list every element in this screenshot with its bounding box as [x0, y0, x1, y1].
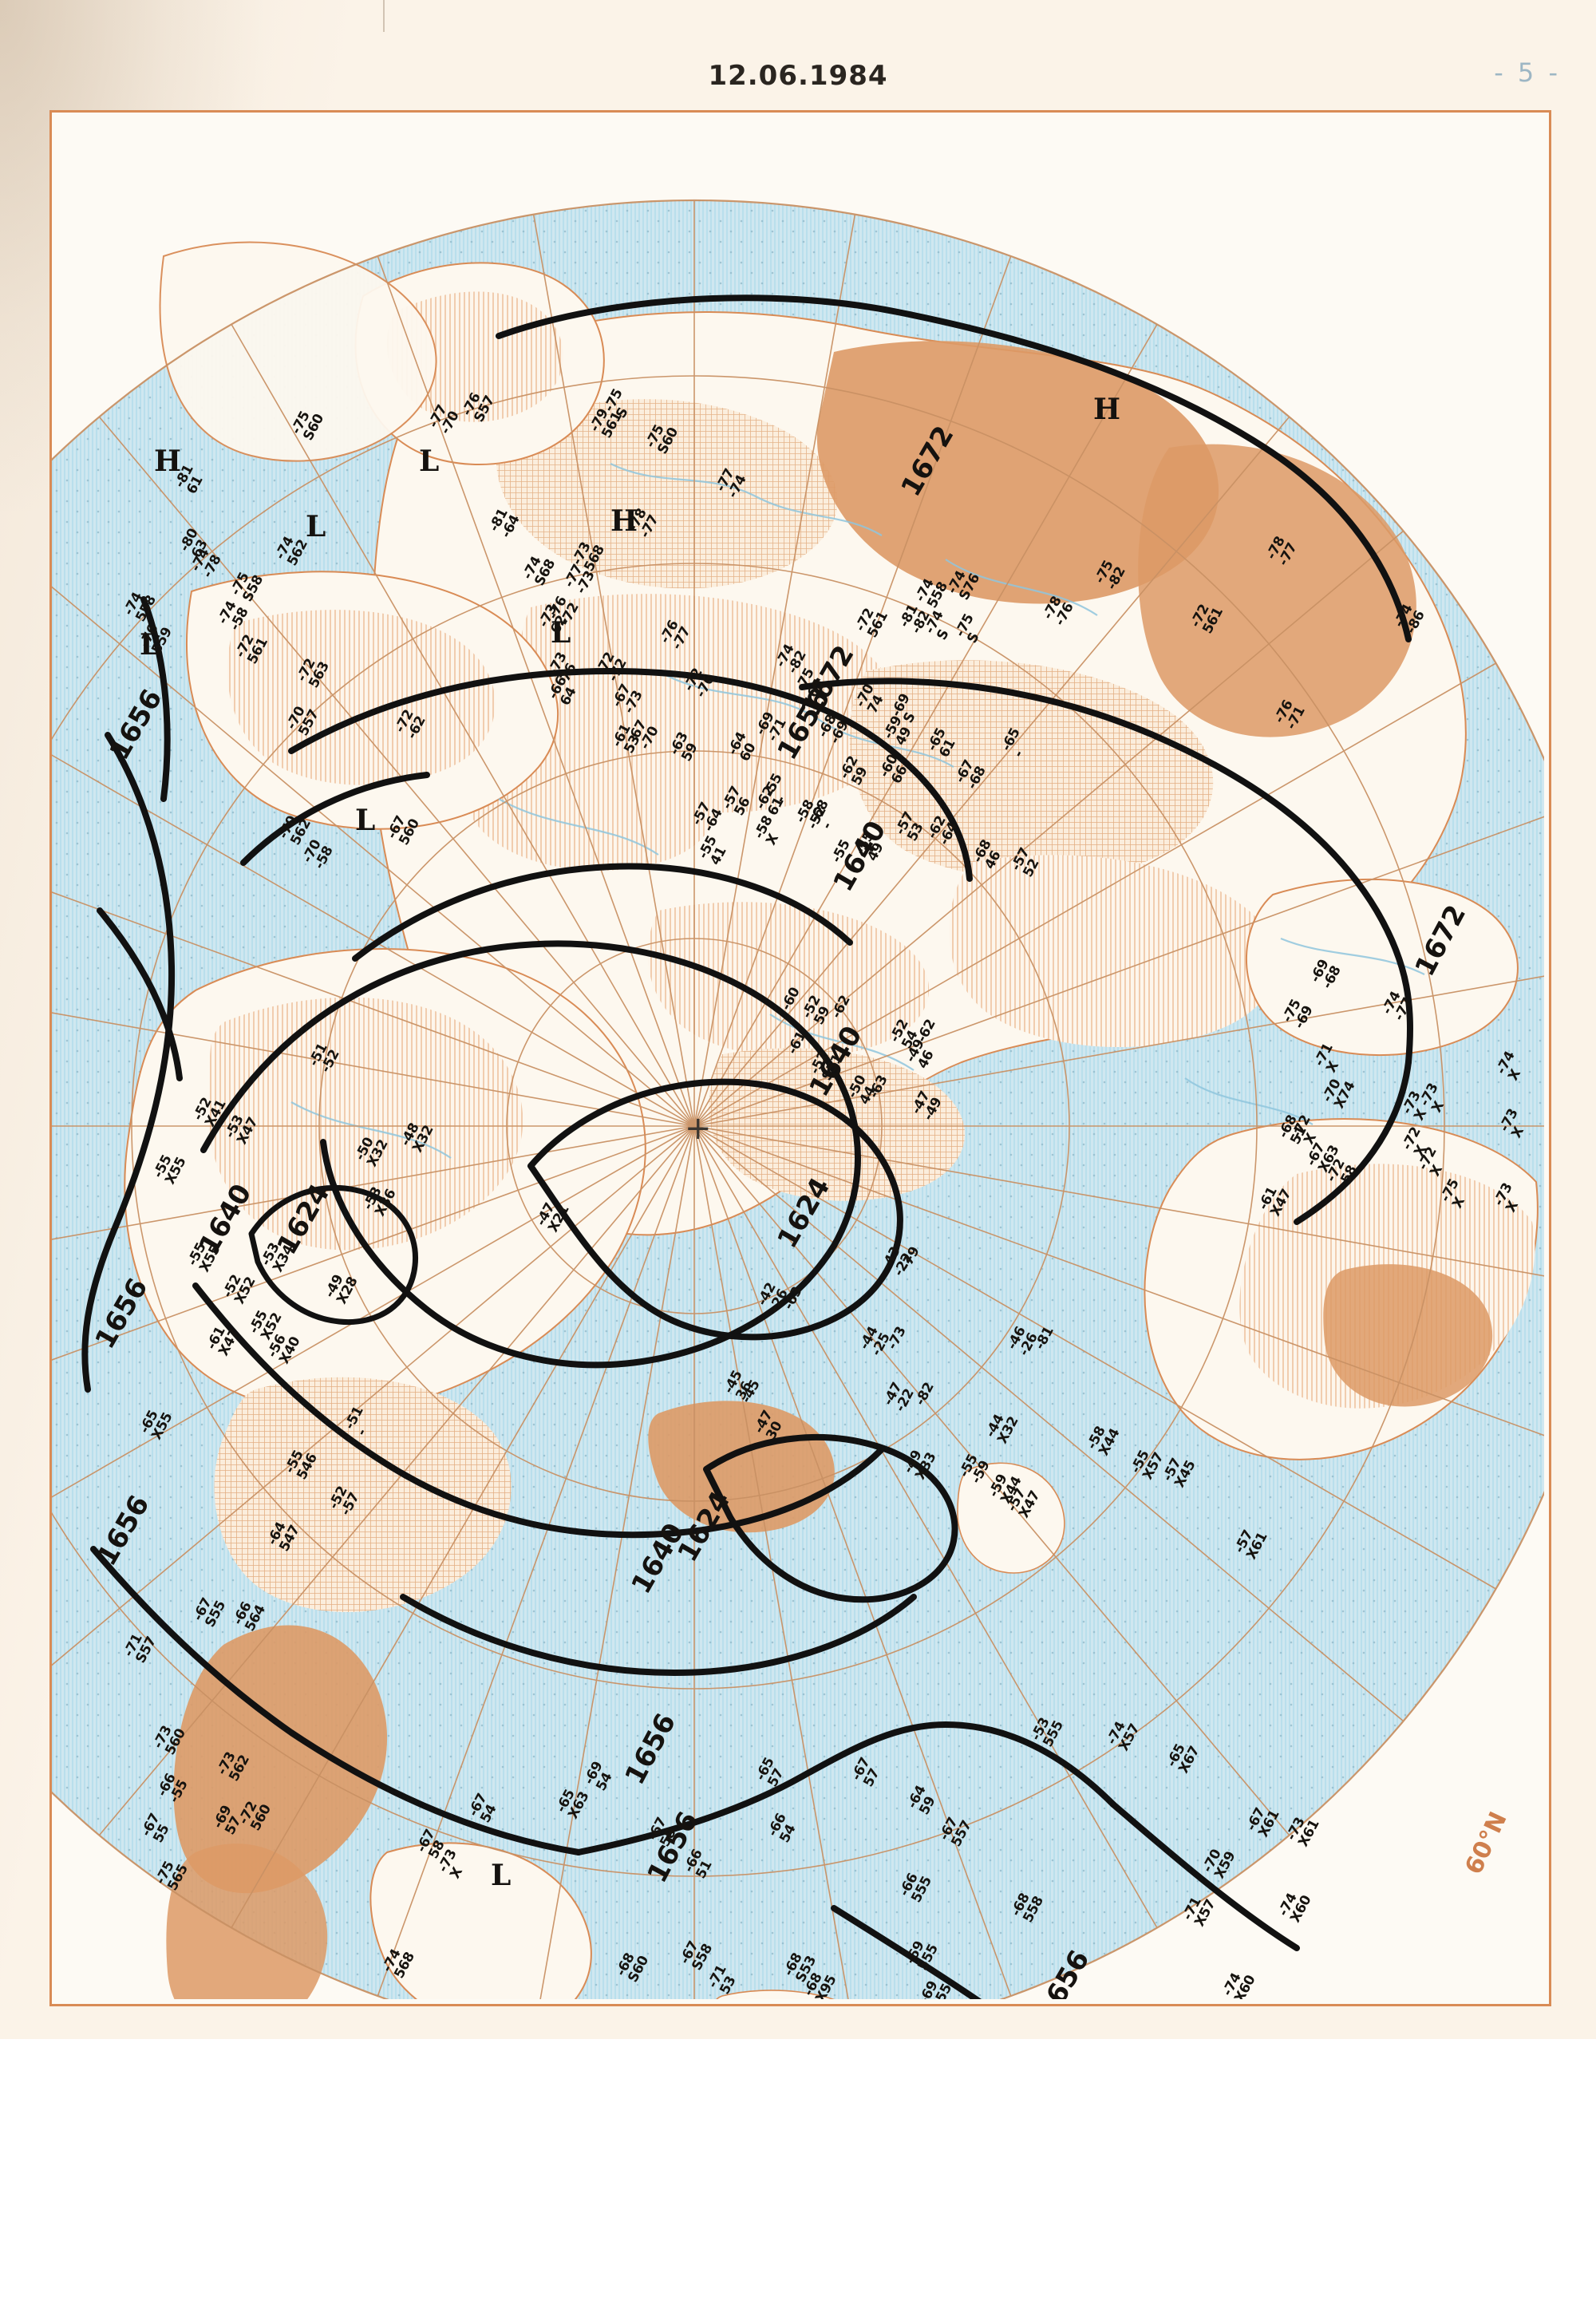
page-bottom-margin [0, 2039, 1596, 2304]
map-canvas: + 1672 1672 1672 1656 1656 1656 1656 1656 1656 16… [52, 113, 1544, 1999]
pressure-center-l: L [551, 616, 571, 650]
pressure-center-h: H [610, 504, 638, 538]
pressure-center-h: H [1093, 393, 1121, 426]
pressure-center-l: L [419, 445, 440, 478]
pressure-center-l: L [306, 510, 326, 543]
pressure-center-l: L [491, 1859, 512, 1892]
scan-artifact-line [383, 0, 385, 32]
weather-map-frame[interactable]: + 1672 1672 1672 1656 1656 1656 1656 1656 1656 16… [49, 110, 1551, 2006]
pressure-center-h: H [154, 445, 182, 478]
page-title: 12.06.1984 [708, 60, 888, 92]
geopotential-contours [81, 294, 1413, 1999]
pressure-center-l: L [140, 628, 160, 662]
polar-stereographic-map [52, 113, 1544, 1999]
landmass-layer [124, 241, 1539, 1999]
page-number: - 5 - [1494, 57, 1561, 88]
pressure-center-l: L [355, 804, 376, 837]
north-pole-marker: + [685, 1110, 712, 1147]
